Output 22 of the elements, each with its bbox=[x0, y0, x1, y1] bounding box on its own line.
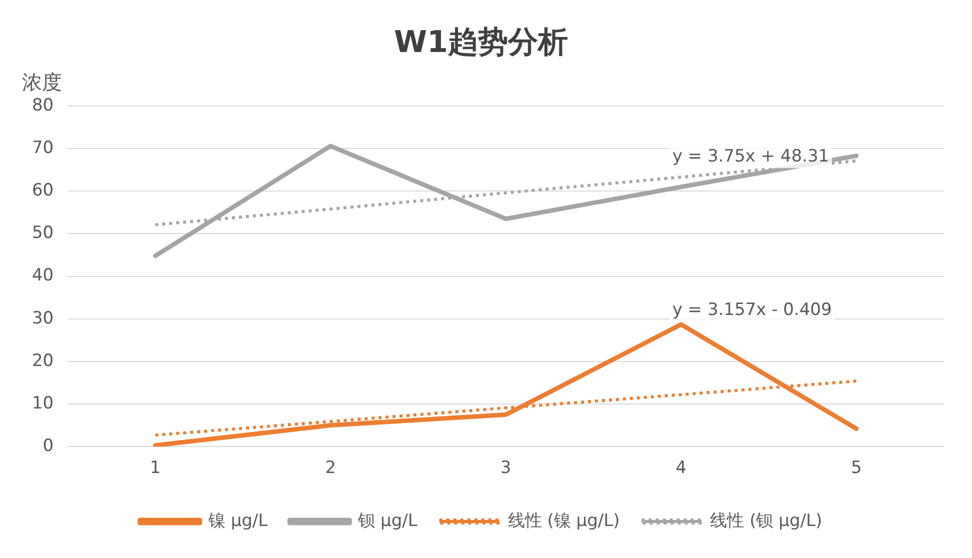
legend-label: 线性 (镍 μg/L) bbox=[508, 510, 620, 531]
x-tick-label: 4 bbox=[676, 458, 687, 478]
y-tick-label: 50 bbox=[32, 223, 54, 244]
x-tick-label: 1 bbox=[150, 458, 161, 478]
legend-label: 线性 (钡 μg/L) bbox=[710, 510, 822, 531]
chart-title: W1趋势分析 bbox=[394, 24, 568, 60]
y-tick-label: 40 bbox=[32, 266, 54, 286]
legend-label: 钡 μg/L bbox=[357, 510, 418, 531]
annotation: y = 3.75x + 48.31 bbox=[672, 146, 830, 167]
y-tick-label: 80 bbox=[32, 95, 54, 116]
x-tick-label: 3 bbox=[500, 458, 512, 478]
y-tick-label: 60 bbox=[32, 180, 54, 201]
x-tick-label: 5 bbox=[850, 458, 862, 478]
x-tick-label: 2 bbox=[325, 458, 336, 478]
y-tick-label: 20 bbox=[32, 350, 54, 371]
legend-label: 镍 μg/L bbox=[207, 510, 268, 531]
y-tick-label: 0 bbox=[42, 436, 54, 456]
y-axis-title: 浓度 bbox=[22, 70, 62, 94]
y-tick-label: 10 bbox=[32, 393, 54, 414]
annotation: y = 3.157x - 0.409 bbox=[672, 300, 832, 320]
y-tick-label: 70 bbox=[32, 138, 54, 158]
y-tick-label: 30 bbox=[32, 308, 54, 328]
